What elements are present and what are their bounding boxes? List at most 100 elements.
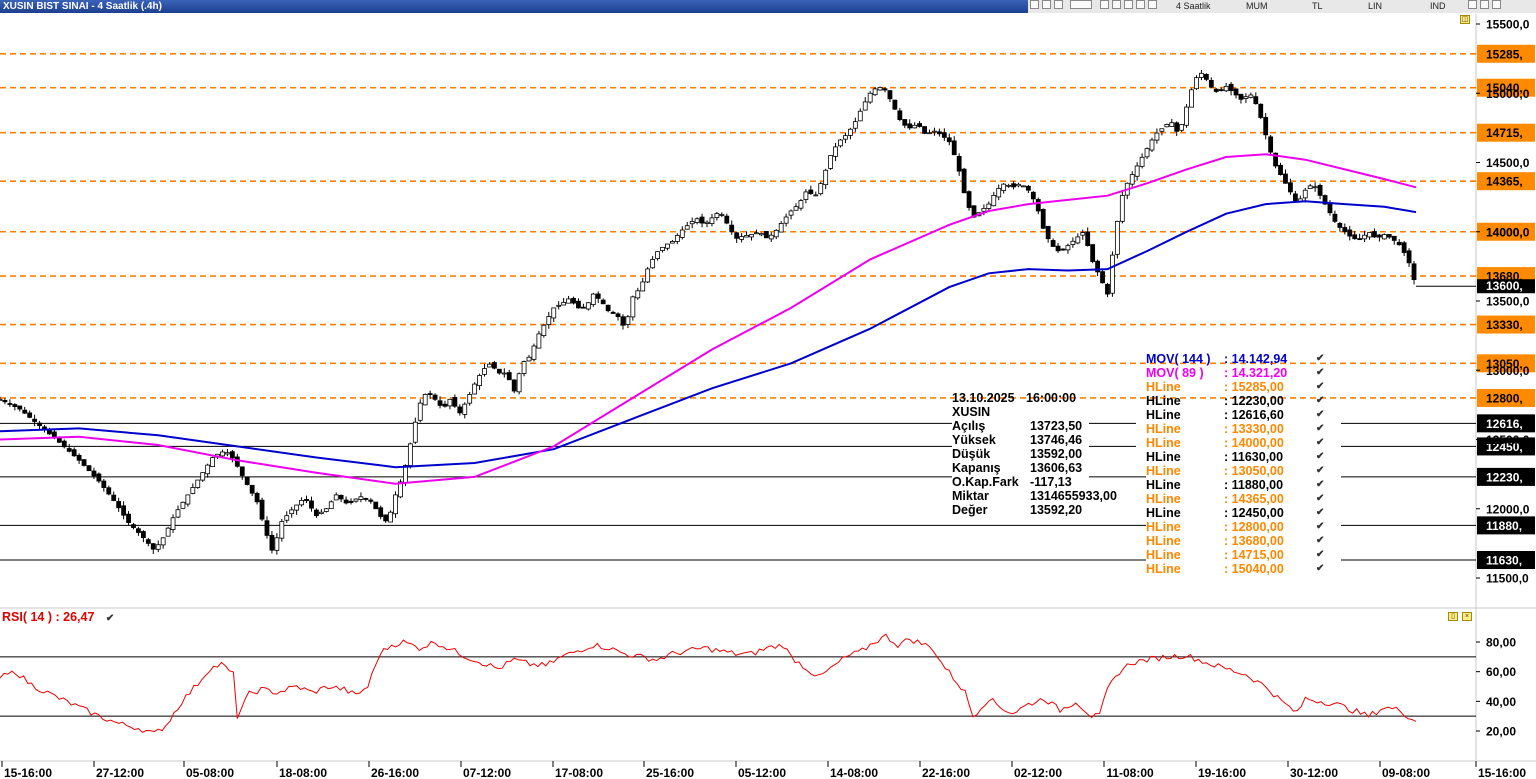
candle-body-37 xyxy=(180,501,186,509)
settings-icon[interactable] xyxy=(1136,0,1145,9)
candle-body-215 xyxy=(1060,248,1066,251)
candle-body-222 xyxy=(1095,260,1100,273)
hline-orange-label-4: 14000, xyxy=(1486,225,1523,239)
candle-body-267 xyxy=(1317,184,1323,196)
legend-value: : 12450,00 xyxy=(1224,506,1284,520)
legend-label: HLine xyxy=(1146,394,1181,408)
candle-body-89 xyxy=(437,400,443,406)
candle-body-35 xyxy=(170,517,176,530)
candle-body-177 xyxy=(872,88,878,96)
candle-body-243 xyxy=(1199,72,1204,78)
fib-icon[interactable] xyxy=(1124,0,1133,9)
restore-icon[interactable] xyxy=(1480,0,1489,9)
legend-check-icon[interactable]: ✔ xyxy=(1316,535,1325,546)
time-tick-label-5: 07-12:00 xyxy=(463,766,511,779)
candle-body-79 xyxy=(388,511,393,523)
candle-body-226 xyxy=(1114,220,1120,255)
candle-body-157 xyxy=(773,229,779,238)
candle-body-52 xyxy=(254,493,260,503)
candle-body-23 xyxy=(111,494,117,501)
rsi-pane-close-icon[interactable]: × xyxy=(1462,612,1472,621)
legend-check-icon[interactable]: ✔ xyxy=(1316,563,1325,574)
indicator-toggle[interactable]: IND xyxy=(1430,1,1446,11)
currency-toggle[interactable]: TL xyxy=(1312,1,1323,11)
legend-check-icon[interactable]: ✔ xyxy=(1316,381,1325,392)
candle-body-76 xyxy=(373,501,379,510)
minimize-icon[interactable] xyxy=(1468,0,1477,9)
candle-body-118 xyxy=(581,306,586,309)
legend-label: HLine xyxy=(1146,422,1181,436)
candle-body-174 xyxy=(857,110,863,122)
draw-icon[interactable] xyxy=(1054,0,1063,9)
info-row-label: Miktar xyxy=(952,489,989,503)
legend-check-icon[interactable]: ✔ xyxy=(1316,521,1325,532)
candle-body-1 xyxy=(2,399,8,403)
legend-value: : 14000,00 xyxy=(1224,436,1284,450)
toolbar-field-icon[interactable] xyxy=(1070,0,1092,9)
candle-body-182 xyxy=(897,110,903,120)
candle-body-201 xyxy=(991,194,997,207)
candle-body-65 xyxy=(318,511,324,515)
info-row: Miktar 1314655933,00 xyxy=(952,489,1117,503)
hline-orange-tag-3 xyxy=(1477,172,1535,191)
candle-body-138 xyxy=(679,229,685,238)
legend-check-icon[interactable]: ✔ xyxy=(1316,493,1325,504)
candle-body-204 xyxy=(1006,184,1012,187)
rsi-pane-restore-icon[interactable]: ▯ xyxy=(1448,612,1458,621)
candle-body-175 xyxy=(862,101,868,111)
chevron-down-icon[interactable] xyxy=(1148,0,1157,9)
candle-body-69 xyxy=(338,494,344,500)
legend-check-icon[interactable]: ✔ xyxy=(1316,437,1325,448)
zoom-icon[interactable] xyxy=(1042,0,1051,9)
time-tick-label-10: 22-16:00 xyxy=(922,766,970,779)
pane-settings-icon[interactable]: ◫ xyxy=(1460,15,1470,24)
hline-orange-label-7: 13050, xyxy=(1486,357,1523,371)
legend-check-icon[interactable]: ✔ xyxy=(1316,353,1325,364)
rsi-check-icon[interactable]: ✔ xyxy=(105,613,115,624)
candle-body-258 xyxy=(1273,152,1278,167)
bars-icon[interactable] xyxy=(1100,0,1109,9)
hline-black-tag-3 xyxy=(1477,516,1535,535)
legend-check-icon[interactable]: ✔ xyxy=(1316,465,1325,476)
mov-144-line xyxy=(0,200,1417,469)
legend-check-icon[interactable]: ✔ xyxy=(1316,423,1325,434)
info-row: Yüksek 13746,46 xyxy=(952,433,1082,447)
legend-check-icon[interactable]: ✔ xyxy=(1316,367,1325,378)
candle-body-31 xyxy=(150,543,156,550)
legend-value: : 12230,00 xyxy=(1224,394,1284,408)
legend-value: : 14.321,20 xyxy=(1224,366,1288,380)
legend-check-icon[interactable]: ✔ xyxy=(1316,395,1325,406)
candle-body-58 xyxy=(284,515,290,521)
candle-body-48 xyxy=(234,456,240,467)
candle-body-131 xyxy=(645,268,651,283)
candle-body-112 xyxy=(551,307,557,319)
crosshair-icon[interactable] xyxy=(1030,0,1039,9)
candle-body-128 xyxy=(630,296,636,318)
scale-toggle[interactable]: LIN xyxy=(1368,1,1383,11)
time-tick-label-14: 30-12:00 xyxy=(1290,766,1338,779)
legend-value: : 14715,00 xyxy=(1224,548,1284,562)
candle-body-17 xyxy=(81,459,87,466)
legend-check-icon[interactable]: ✔ xyxy=(1316,409,1325,420)
info-row: Değer 13592,20 xyxy=(952,503,1082,517)
legend-check-icon[interactable]: ✔ xyxy=(1316,549,1325,560)
legend-label: HLine xyxy=(1146,548,1181,562)
candle-body-230 xyxy=(1134,165,1140,177)
candle-body-206 xyxy=(1016,183,1021,187)
close-icon[interactable] xyxy=(1492,0,1501,9)
legend-label: HLine xyxy=(1146,534,1181,548)
candles-toggle[interactable]: MUM xyxy=(1246,1,1268,11)
candle-body-36 xyxy=(175,509,181,518)
legend-check-icon[interactable]: ✔ xyxy=(1316,479,1325,490)
time-tick-label-0: 15-16:00 xyxy=(4,766,52,779)
candle-body-176 xyxy=(867,92,873,103)
candle-body-164 xyxy=(808,189,814,195)
legend-check-icon[interactable]: ✔ xyxy=(1316,451,1325,462)
line-icon[interactable] xyxy=(1112,0,1121,9)
candle-body-63 xyxy=(309,500,314,509)
legend-value: : 15040,00 xyxy=(1224,562,1284,576)
candle-body-236 xyxy=(1164,124,1170,128)
period-selector[interactable]: 4 Saatlik xyxy=(1176,1,1211,11)
legend-check-icon[interactable]: ✔ xyxy=(1316,507,1325,518)
